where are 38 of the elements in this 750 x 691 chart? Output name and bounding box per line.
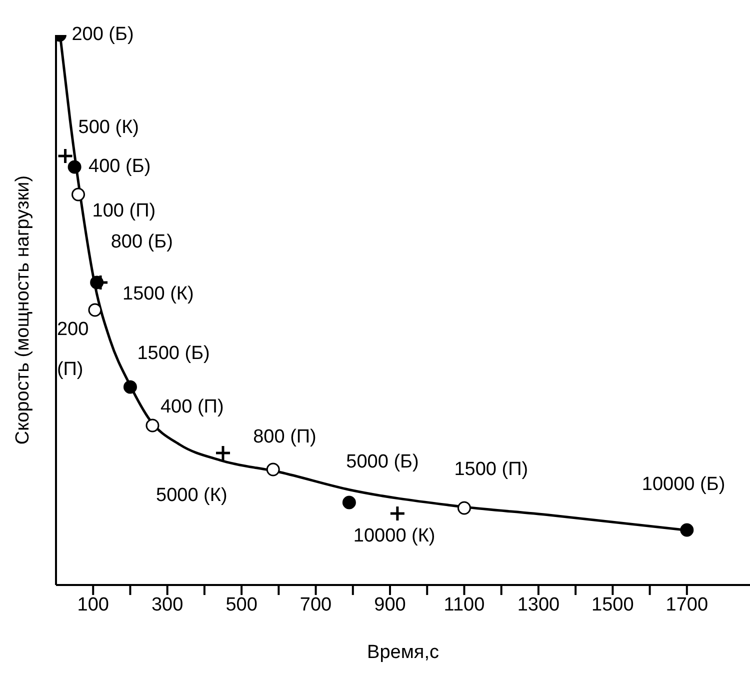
annotation: 10000 (К) — [353, 526, 436, 547]
point — [72, 188, 86, 202]
point — [68, 160, 82, 174]
annotation: 1500 (Б) — [137, 343, 210, 364]
annotation: 800 (П) — [253, 426, 316, 448]
annotation: 100 (П) — [92, 200, 156, 222]
point — [457, 501, 471, 515]
annotation: 1500 (П) — [454, 459, 528, 480]
annotation: 400 (П) — [160, 396, 224, 418]
annotation: 200 (Б) — [72, 24, 134, 46]
point — [88, 303, 102, 317]
point — [123, 380, 137, 394]
annotation: 400 (Б) — [88, 156, 151, 178]
annotation: 1500 (К) — [122, 284, 194, 305]
point — [266, 462, 280, 476]
annotation: 5000 (К) — [156, 485, 228, 506]
x-tick-label: 1300 — [517, 594, 560, 616]
annotation: 500 (К) — [78, 117, 139, 138]
point — [146, 418, 160, 432]
point — [389, 505, 406, 522]
point — [680, 523, 694, 537]
point — [214, 444, 232, 462]
point — [57, 148, 74, 164]
y-axis-title: Скорость (мощность нагрузки) — [12, 175, 34, 445]
x-axis-title: Время,с — [367, 642, 439, 663]
x-tick-label: 700 — [300, 594, 332, 616]
x-tick-label: 1700 — [666, 594, 708, 616]
x-tick-label: 500 — [226, 594, 258, 616]
annotation: 5000 (Б) — [346, 452, 419, 473]
x-tick-label: 1500 — [592, 594, 634, 616]
annotation: 800 (Б) — [110, 232, 173, 253]
x-tick-label: 1100 — [444, 594, 485, 616]
annotation: 10000 (Б) — [642, 474, 726, 496]
x-tick-label: 900 — [374, 594, 406, 616]
x-tick-label: 100 — [77, 594, 109, 616]
annotation: 200 (П) — [56, 319, 89, 380]
x-tick-label: 300 — [151, 594, 184, 616]
point — [342, 496, 356, 510]
